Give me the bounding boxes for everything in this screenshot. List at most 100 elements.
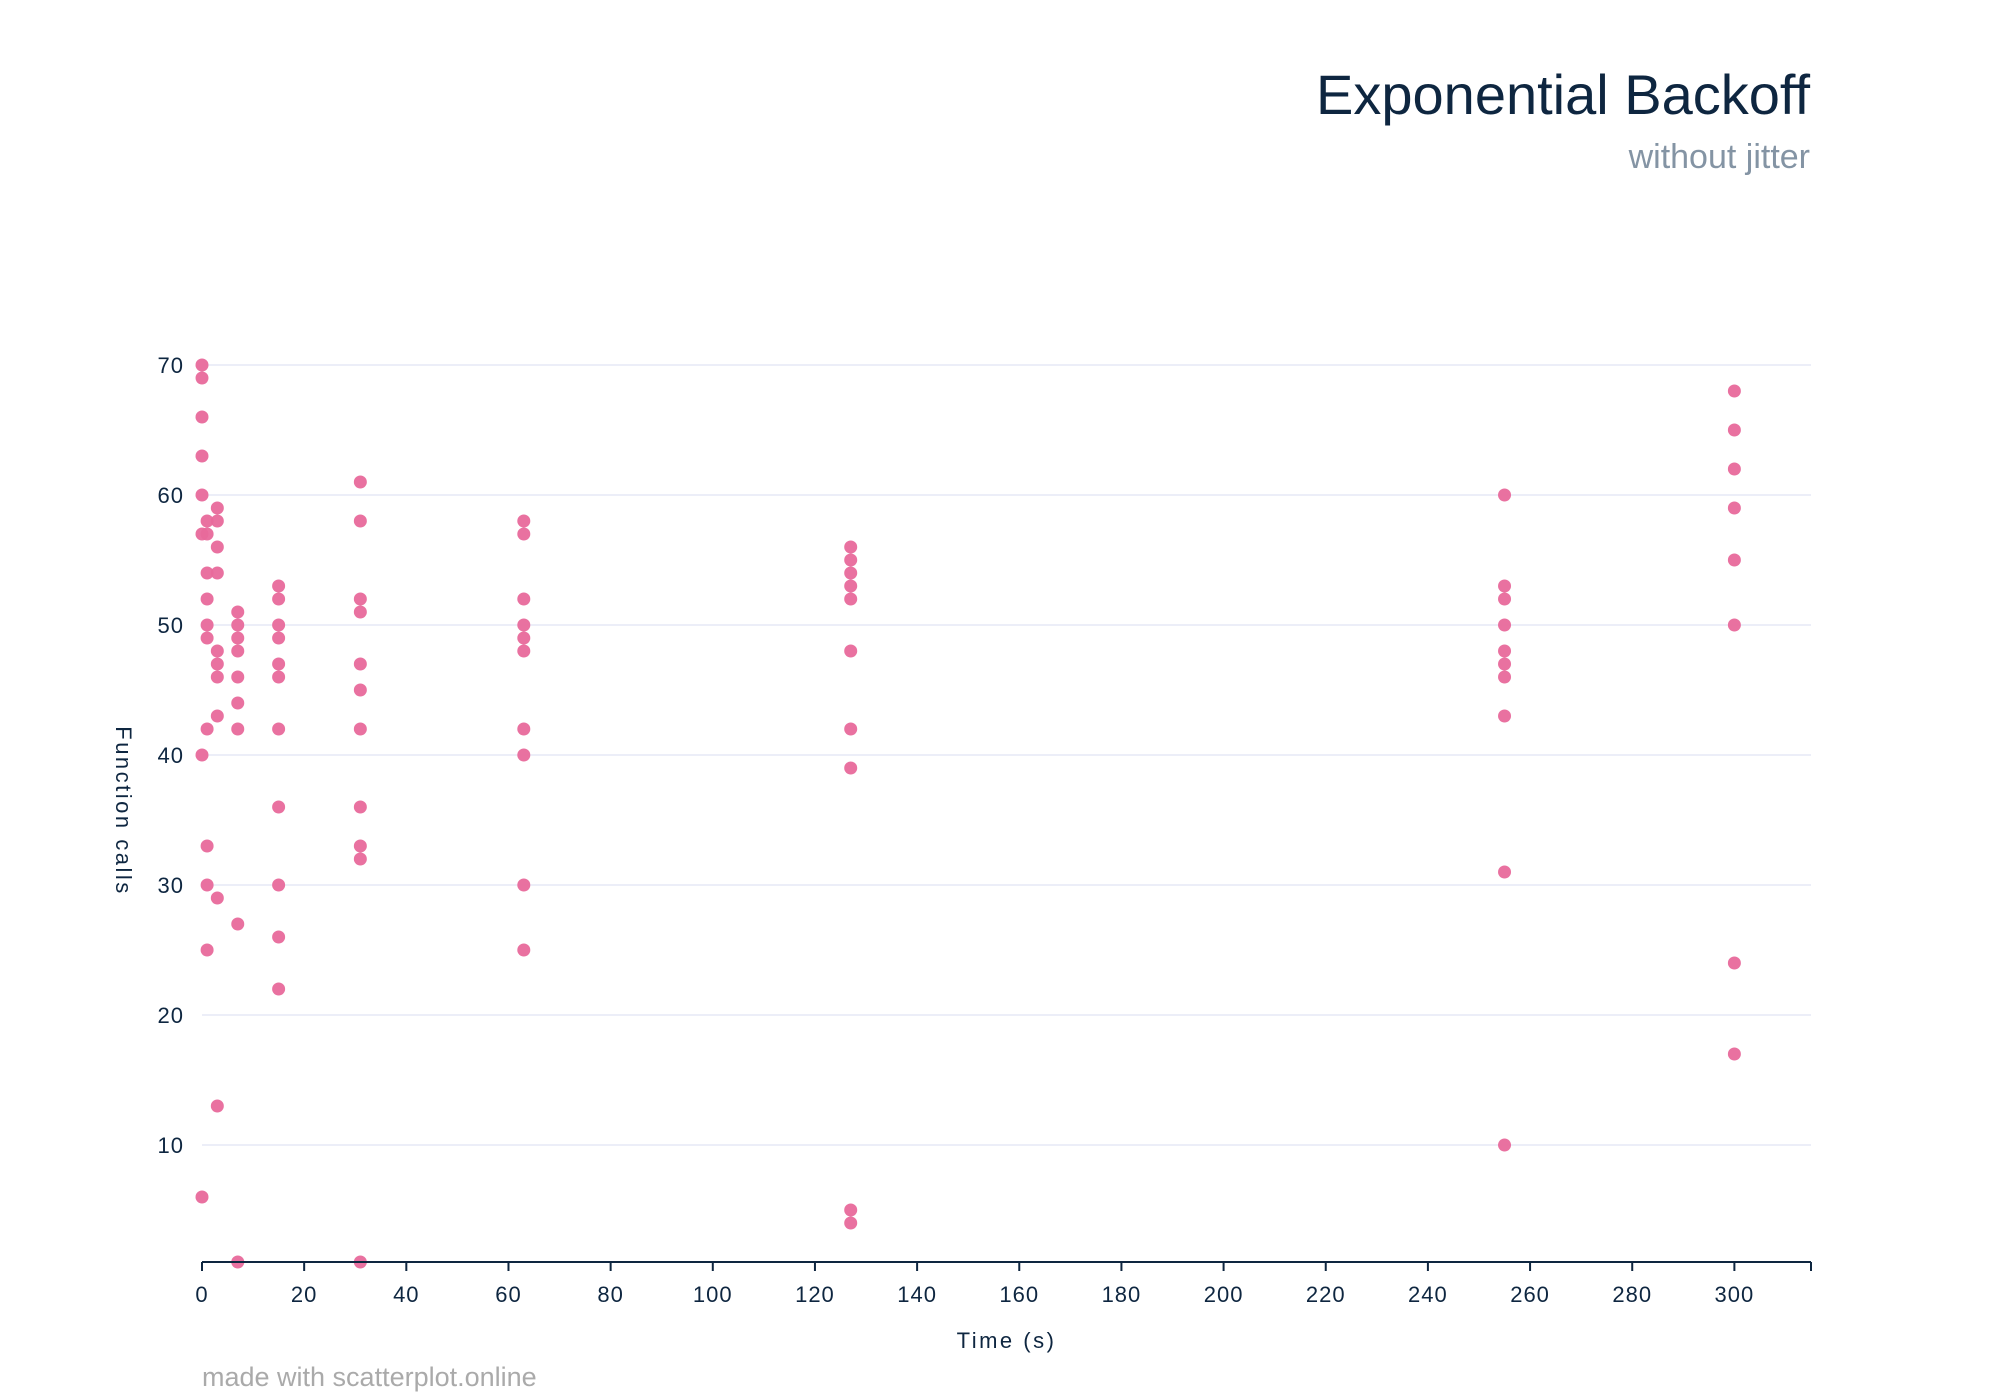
data-point [272, 800, 286, 814]
data-point [210, 540, 224, 554]
data-point [210, 670, 224, 684]
data-point [844, 540, 858, 554]
data-point [1727, 384, 1741, 398]
data-point [231, 670, 245, 684]
data-point [231, 605, 245, 619]
y-tick-label: 50 [158, 613, 184, 638]
data-point [844, 579, 858, 593]
data-point [231, 618, 245, 632]
y-tick-label: 70 [158, 353, 184, 378]
data-point [1498, 865, 1512, 879]
data-point [231, 722, 245, 736]
data-point [1727, 956, 1741, 970]
data-point [353, 839, 367, 853]
data-point [272, 670, 286, 684]
data-point [200, 631, 214, 645]
x-tick-label: 160 [999, 1282, 1039, 1307]
data-point [231, 917, 245, 931]
data-point [200, 839, 214, 853]
data-point [195, 410, 209, 424]
x-tick-label: 80 [597, 1282, 623, 1307]
x-axis-label: Time (s) [957, 1328, 1057, 1353]
data-point [844, 761, 858, 775]
data-point [844, 566, 858, 580]
data-point [353, 722, 367, 736]
data-point [517, 618, 531, 632]
data-point [200, 618, 214, 632]
data-point [517, 631, 531, 645]
data-point [517, 943, 531, 957]
data-point [353, 657, 367, 671]
data-point [1498, 1138, 1512, 1152]
data-point [517, 748, 531, 762]
y-tick-label: 60 [158, 483, 184, 508]
data-point [272, 930, 286, 944]
data-point [844, 553, 858, 567]
y-axis-label: Function calls [111, 726, 136, 896]
x-axis: 0 20 40 60 80 100 120 140 160 180 200 220 240 260 280 3… [195, 1261, 1812, 1307]
data-point [1498, 579, 1512, 593]
data-point [1498, 644, 1512, 658]
x-tick-label: 20 [291, 1282, 317, 1307]
data-point [210, 891, 224, 905]
x-tick-label: 200 [1204, 1282, 1244, 1307]
x-tick-label: 240 [1408, 1282, 1448, 1307]
data-point [1498, 709, 1512, 723]
data-point [517, 592, 531, 606]
data-point [200, 943, 214, 957]
data-point [210, 501, 224, 515]
data-point [210, 657, 224, 671]
data-point [517, 527, 531, 541]
data-point [353, 592, 367, 606]
x-tick-label: 260 [1510, 1282, 1550, 1307]
data-point [195, 488, 209, 502]
x-tick-label: 40 [393, 1282, 419, 1307]
x-tick-label: 100 [693, 1282, 733, 1307]
data-point [200, 514, 214, 528]
data-point [195, 358, 209, 372]
y-tick-label: 40 [158, 743, 184, 768]
data-point [231, 696, 245, 710]
data-point [1727, 618, 1741, 632]
data-points [195, 358, 1741, 1269]
data-point [517, 514, 531, 528]
data-point [195, 748, 209, 762]
data-point [210, 566, 224, 580]
data-point [195, 1190, 209, 1204]
data-point [272, 722, 286, 736]
credit-text: made with scatterplot.online [202, 1362, 537, 1392]
y-tick-label: 20 [158, 1003, 184, 1028]
x-tick-label: 280 [1612, 1282, 1652, 1307]
data-point [1727, 501, 1741, 515]
y-tick-label: 30 [158, 873, 184, 898]
data-point [1727, 423, 1741, 437]
data-point [1498, 618, 1512, 632]
data-point [1498, 592, 1512, 606]
x-tick-label: 120 [795, 1282, 835, 1307]
data-point [1727, 462, 1741, 476]
data-point [353, 800, 367, 814]
x-tick-label: 180 [1102, 1282, 1142, 1307]
data-point [231, 631, 245, 645]
data-point [1498, 488, 1512, 502]
data-point [353, 514, 367, 528]
data-point [195, 449, 209, 463]
data-point [517, 722, 531, 736]
x-tick-label: 300 [1715, 1282, 1755, 1307]
data-point [272, 579, 286, 593]
x-tick-label: 60 [495, 1282, 521, 1307]
data-point [1727, 1047, 1741, 1061]
data-point [844, 1203, 858, 1217]
data-point [844, 722, 858, 736]
data-point [353, 605, 367, 619]
x-tick-label: 0 [195, 1282, 208, 1307]
data-point [195, 371, 209, 385]
data-point [210, 1099, 224, 1113]
data-point [200, 722, 214, 736]
gridlines [202, 364, 1811, 1146]
data-point [200, 592, 214, 606]
x-tick-label: 220 [1306, 1282, 1346, 1307]
data-point [1498, 670, 1512, 684]
